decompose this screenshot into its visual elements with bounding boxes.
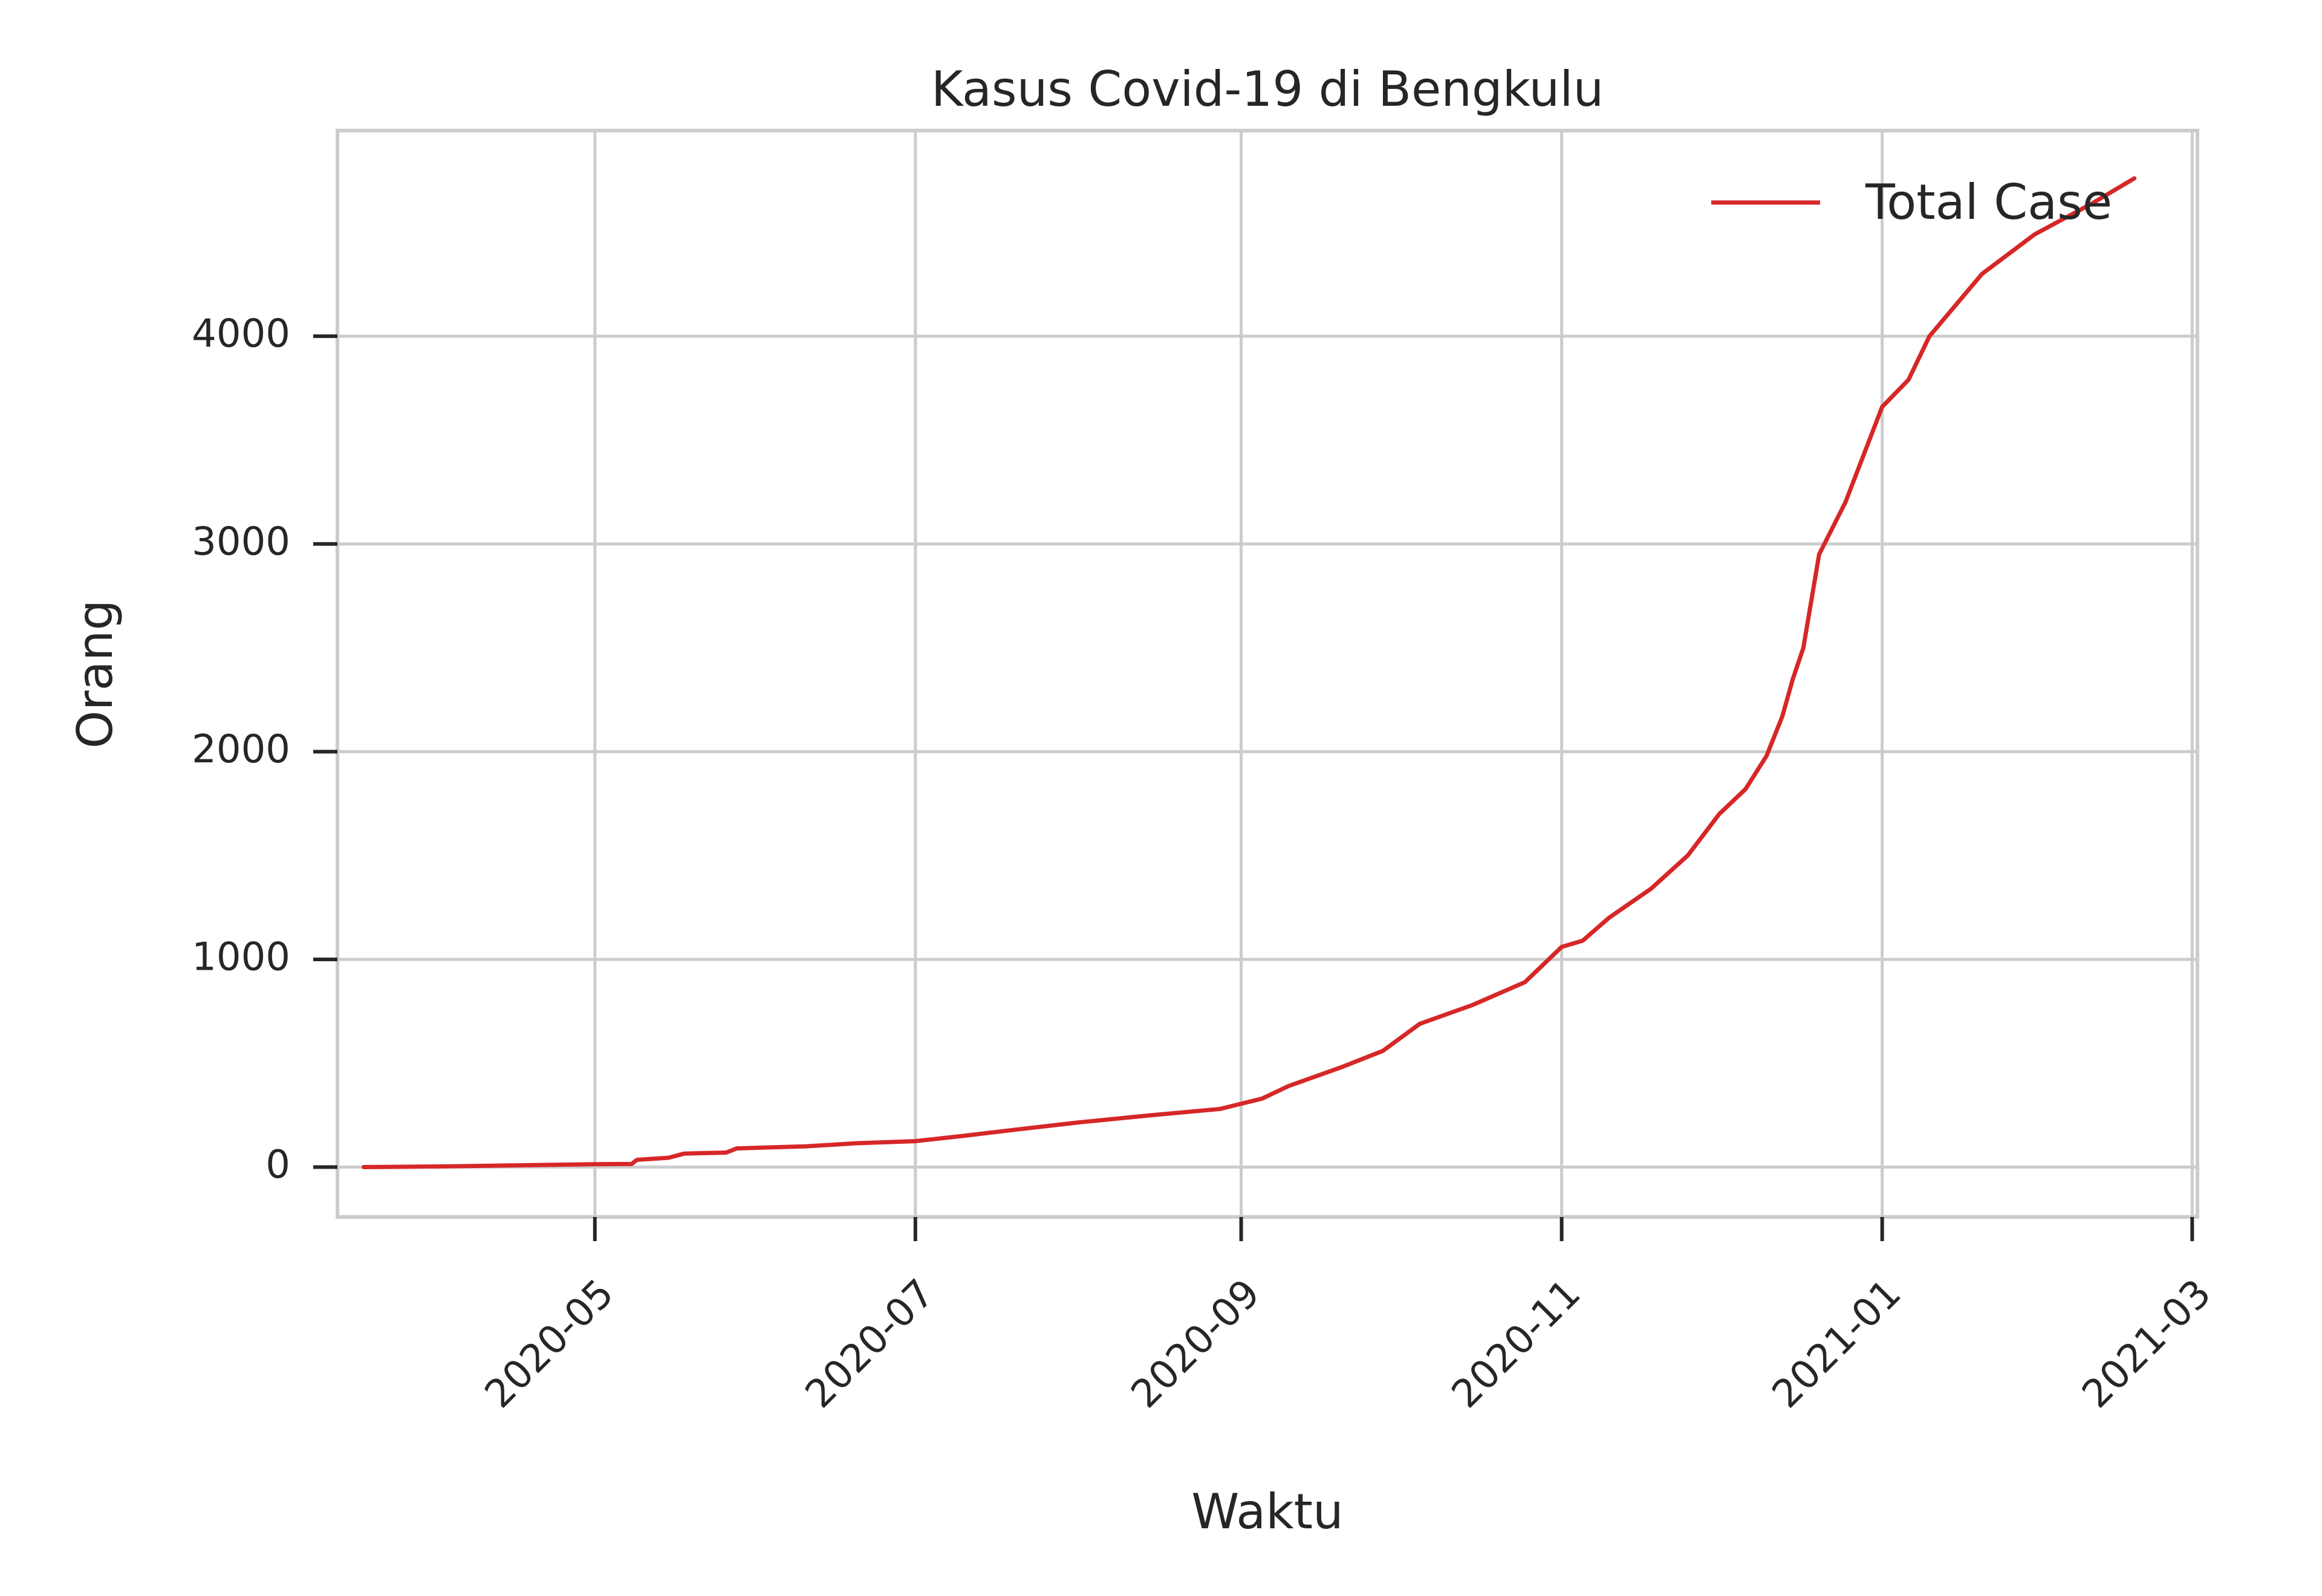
plot-frame [336,129,2199,1219]
y-tick-label: 2000 [192,727,290,772]
y-tick-label: 1000 [192,935,290,980]
x-axis-label: Waktu [1191,1484,1343,1540]
chart-title: Kasus Covid-19 di Bengkulu [931,61,1604,117]
legend: Total Case [1711,174,2112,230]
y-tick-label: 4000 [192,312,290,357]
y-axis-label: Orang [67,600,123,748]
legend-label: Total Case [1865,174,2112,230]
grid-lines [337,131,2197,1217]
y-tick-label: 3000 [192,519,290,564]
series-lines [361,176,2137,1169]
y-tick-label: 0 [265,1143,290,1187]
axis-ticks [313,334,2194,1241]
series-line-0 [361,176,2137,1169]
